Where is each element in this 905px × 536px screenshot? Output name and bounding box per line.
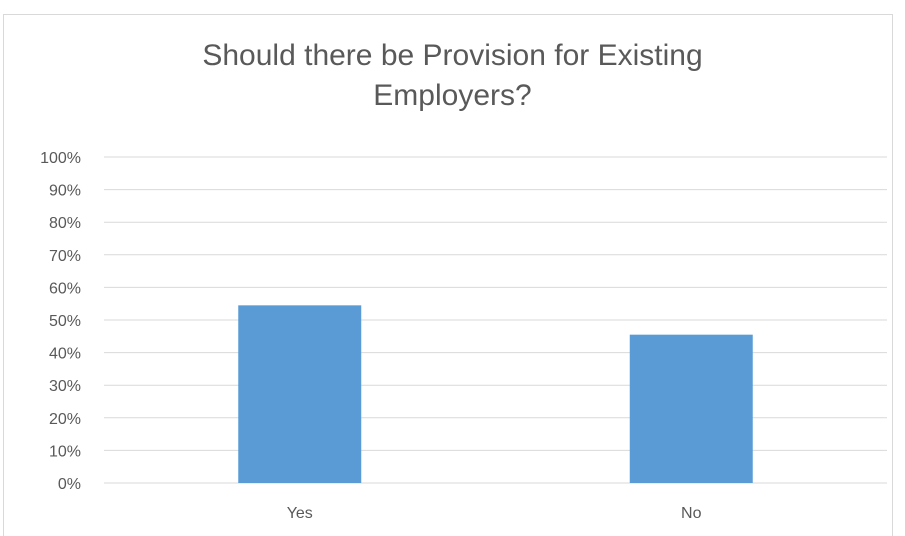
y-tick-label: 70% <box>49 248 81 265</box>
bar-yes <box>238 305 362 483</box>
y-tick-label: 10% <box>49 443 81 460</box>
x-tick-label: No <box>681 505 702 522</box>
y-tick-label: 40% <box>49 346 81 363</box>
x-tick-label: Yes <box>287 505 313 522</box>
y-tick-label: 90% <box>49 183 81 200</box>
y-tick-label: 80% <box>49 215 81 232</box>
chart-title-line-1: Should there be Provision for Existing <box>202 39 703 72</box>
bar-no <box>629 334 753 483</box>
y-tick-label: 50% <box>49 313 81 330</box>
chart-title: Should there be Provision for Existing E… <box>0 36 905 116</box>
bars <box>238 305 753 483</box>
x-axis-ticks: Yes No <box>287 505 702 522</box>
y-tick-label: 20% <box>49 411 81 428</box>
chart-title-line-2: Employers? <box>373 79 532 112</box>
gridlines <box>104 156 887 484</box>
y-tick-label: 60% <box>49 280 81 297</box>
y-tick-label: 0% <box>58 476 81 493</box>
y-axis-ticks: 0% 10% 20% 30% 40% 50% 60% 70% 80% 90% 100% <box>40 150 81 493</box>
y-tick-label: 100% <box>40 150 81 167</box>
y-tick-label: 30% <box>49 378 81 395</box>
